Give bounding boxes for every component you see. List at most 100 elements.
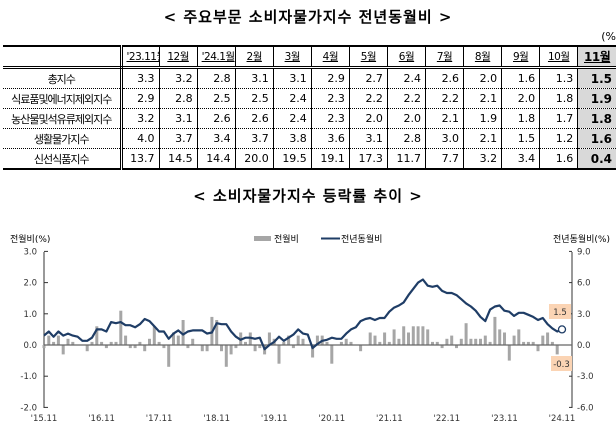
mom-bar <box>546 332 550 345</box>
mom-bar <box>181 320 185 345</box>
mom-bar <box>555 345 559 355</box>
table-cell: 11.7 <box>386 148 426 170</box>
table-cell: 2.0 <box>348 108 388 129</box>
column-header: '24.1월 <box>196 45 236 69</box>
table-cell: 1.3 <box>539 67 578 89</box>
mom-bar <box>479 338 482 345</box>
mom-bar <box>191 338 195 345</box>
table-cell: 2.9 <box>120 88 160 109</box>
mom-bar <box>531 341 535 345</box>
mom-bar <box>426 329 430 345</box>
mom-bar <box>148 338 151 345</box>
mom-bar <box>392 329 396 345</box>
mom-bar <box>445 338 449 345</box>
mom-bar <box>402 326 406 345</box>
table-cell: 1.8 <box>577 108 616 129</box>
table-cell: 3.1 <box>272 67 312 89</box>
mom-bar <box>498 329 502 345</box>
mom-bar <box>311 345 315 358</box>
mom-bar <box>90 341 94 345</box>
legend-bar-swatch-icon <box>254 236 271 241</box>
column-header: 7월 <box>424 45 464 69</box>
mom-bar <box>517 329 521 345</box>
table-cell: 1.9 <box>463 108 502 129</box>
column-header: 11월 <box>577 45 616 69</box>
mom-bar <box>52 341 56 345</box>
table-cell: 3.0 <box>424 128 464 149</box>
left-axis-label: 전월비(%) <box>10 233 50 245</box>
mom-bar <box>176 335 180 345</box>
right-axis-tick: -3.0 <box>577 372 594 382</box>
mom-bar <box>474 338 478 345</box>
column-header: '23.11월 <box>120 45 160 69</box>
header-blank <box>3 45 123 69</box>
x-axis-tick: '17.11 <box>146 414 173 424</box>
mom-bar <box>157 341 161 345</box>
table-row: 생활물가지수 4.0 3.7 3.4 3.7 3.8 3.6 3.1 2.8 3.0 2.1 1.5 1… <box>3 128 616 149</box>
mom-bar <box>172 332 175 345</box>
table-cell: 2.8 <box>158 88 198 109</box>
row-label: 신선식품지수 <box>3 148 123 170</box>
mom-bar <box>493 316 497 345</box>
table-row: 식료품및에너지제외지수 2.9 2.8 2.5 2.5 2.4 2.3 2.2 2.2 2.2 2.… <box>3 88 616 109</box>
yoy-line <box>43 278 563 351</box>
mom-bar <box>56 335 60 345</box>
column-header: 4월 <box>310 45 350 69</box>
mom-bar <box>440 345 444 349</box>
table-cell: 3.1 <box>348 128 388 149</box>
mom-bar <box>167 345 171 367</box>
mom-bar <box>47 335 51 345</box>
table-cell: 3.8 <box>272 128 312 149</box>
table-cell: 3.2 <box>158 67 198 89</box>
table-cell: 17.3 <box>348 148 388 170</box>
table-cell: 3.4 <box>501 148 540 170</box>
table-cell: 2.4 <box>386 67 426 89</box>
mom-bar <box>95 326 99 345</box>
mom-bar <box>541 335 545 345</box>
table-cell: 2.3 <box>310 108 350 129</box>
table-cell: 13.7 <box>120 148 160 170</box>
row-label: 농산물및석유류제외지수 <box>3 108 123 129</box>
mom-bar <box>296 335 300 345</box>
row-label: 식료품및에너지제외지수 <box>3 88 123 109</box>
column-header: 9월 <box>501 45 540 69</box>
table-cell: 0.4 <box>577 148 616 170</box>
last-point-marker-icon <box>557 325 567 334</box>
mom-bar <box>373 335 377 345</box>
column-header: 8월 <box>463 45 502 69</box>
callout-yoy-label: 1.5 <box>553 308 567 318</box>
x-axis-tick: '21.11 <box>376 414 403 424</box>
row-label: 총지수 <box>3 67 123 89</box>
table-cell: 7.7 <box>424 148 464 170</box>
mom-bar <box>224 345 228 367</box>
table-cell: 3.3 <box>120 67 160 89</box>
table-cell: 14.4 <box>196 148 236 170</box>
table-cell: 2.8 <box>196 67 236 89</box>
mom-bar <box>104 345 108 349</box>
table-cell: 1.6 <box>577 128 616 149</box>
mom-bar <box>359 345 363 352</box>
column-header: 12월 <box>158 45 198 69</box>
mom-bar <box>483 335 487 345</box>
mom-bar <box>128 345 132 349</box>
table-cell: 2.1 <box>463 128 502 149</box>
mom-bar <box>378 341 382 345</box>
left-axis-tick: 0.0 <box>23 341 37 351</box>
table-cell: 2.6 <box>196 108 236 129</box>
table-cell: 2.0 <box>501 88 540 109</box>
column-header: 3월 <box>272 45 312 69</box>
table-cell: 2.0 <box>463 67 502 89</box>
right-axis-tick: 9.0 <box>577 247 591 257</box>
x-axis-tick: '22.11 <box>434 414 461 424</box>
mom-bar <box>368 332 372 345</box>
mom-bar <box>387 341 391 345</box>
mom-bar <box>301 338 305 345</box>
mom-bar <box>459 338 463 345</box>
table-cell: 2.3 <box>310 88 350 109</box>
table-cell: 3.7 <box>234 128 274 149</box>
left-axis-tick: 1.0 <box>23 310 37 320</box>
mom-bar <box>315 335 319 345</box>
mom-bar <box>234 345 238 349</box>
